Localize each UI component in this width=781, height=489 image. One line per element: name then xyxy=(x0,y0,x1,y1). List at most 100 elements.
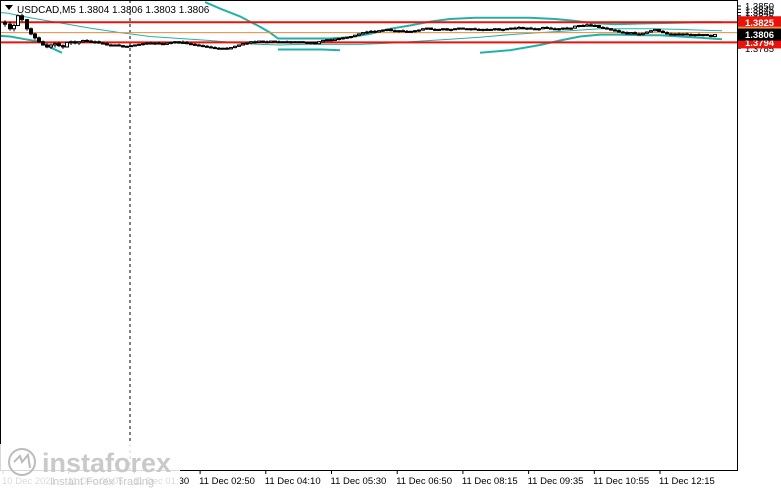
candle xyxy=(305,41,309,44)
candle xyxy=(621,30,625,34)
candle-body xyxy=(689,34,693,37)
candle-body xyxy=(321,39,325,43)
candle xyxy=(37,36,41,44)
candle-body xyxy=(389,28,393,32)
candle xyxy=(453,28,457,31)
candle-body xyxy=(301,41,305,44)
candle xyxy=(501,28,505,32)
candle xyxy=(581,24,585,27)
candle xyxy=(53,42,57,48)
candle xyxy=(321,39,325,43)
candle-body xyxy=(101,42,105,45)
candle xyxy=(249,41,253,45)
watermark: instaforex Instant Forex Trading xyxy=(0,444,180,488)
candle xyxy=(341,37,345,40)
candle-body xyxy=(137,43,141,46)
candle xyxy=(161,42,165,46)
candle xyxy=(213,46,217,50)
candle xyxy=(85,39,89,43)
candle xyxy=(41,40,45,46)
candle xyxy=(149,41,153,45)
candle-body xyxy=(157,42,161,45)
candle-body xyxy=(209,46,213,49)
candle xyxy=(141,43,145,46)
candle xyxy=(297,41,301,44)
candle xyxy=(445,28,449,31)
candle-body xyxy=(29,28,33,35)
candle xyxy=(233,45,237,49)
candle-body xyxy=(193,43,197,46)
candle xyxy=(133,44,137,47)
candle xyxy=(205,45,209,48)
candle-body xyxy=(665,32,669,35)
dropdown-triangle-icon[interactable] xyxy=(5,5,13,10)
band-lower-line-mid xyxy=(278,48,341,52)
candle xyxy=(605,26,609,30)
candle xyxy=(533,27,537,31)
candle xyxy=(417,29,421,32)
candle-body xyxy=(229,47,233,50)
candle xyxy=(521,26,525,30)
candle xyxy=(285,40,289,44)
candle xyxy=(157,41,161,45)
candle xyxy=(93,40,97,44)
candle-body xyxy=(225,47,229,50)
current-price-label: 1.3806 xyxy=(745,30,774,41)
candle-body xyxy=(281,41,285,44)
candle xyxy=(641,32,645,36)
candle xyxy=(425,27,429,31)
candles xyxy=(3,13,717,50)
candle-body xyxy=(641,32,645,36)
candle-body xyxy=(345,36,349,39)
candle-body xyxy=(525,27,529,30)
candle-body xyxy=(221,47,225,50)
candle-body xyxy=(149,42,153,45)
candle xyxy=(245,42,249,45)
x-tick-label: 11 Dec 12:15 xyxy=(659,476,715,487)
candle-body xyxy=(333,38,337,41)
candle xyxy=(405,30,409,33)
candle-body xyxy=(16,15,20,26)
candle-body xyxy=(273,40,277,43)
candle-body xyxy=(493,28,497,31)
candle-body xyxy=(121,45,125,48)
candle xyxy=(629,32,633,35)
candle-body xyxy=(373,30,377,33)
candle-body xyxy=(197,44,201,47)
candle-body xyxy=(201,45,205,48)
candle xyxy=(277,40,281,44)
candle xyxy=(537,28,541,31)
candle-body xyxy=(177,41,181,44)
candle xyxy=(16,14,20,27)
candle-body xyxy=(81,39,85,43)
candle-body xyxy=(709,34,713,38)
x-tick-label: 11 Dec 05:30 xyxy=(331,476,387,487)
candle xyxy=(301,41,305,44)
candle-body xyxy=(49,44,53,48)
candle xyxy=(65,41,69,48)
candle xyxy=(109,43,113,47)
candle-body xyxy=(461,27,465,30)
candle-body xyxy=(41,41,45,46)
candle-body xyxy=(401,30,405,33)
candle xyxy=(653,28,657,32)
x-tick-label: 11 Dec 04:10 xyxy=(265,476,321,487)
candle-body xyxy=(293,41,297,44)
candle xyxy=(325,39,329,42)
candle-body xyxy=(393,30,397,33)
candle xyxy=(201,44,205,48)
candle-body xyxy=(285,41,289,44)
candle-body xyxy=(533,28,537,31)
candle-body xyxy=(637,33,641,36)
candle xyxy=(709,34,713,38)
candle-body xyxy=(677,33,681,36)
candle xyxy=(349,35,353,39)
candle-body xyxy=(20,15,24,21)
candle xyxy=(257,40,261,44)
candle-body xyxy=(73,41,77,44)
candle-body xyxy=(625,32,629,35)
candle-body xyxy=(173,41,177,44)
